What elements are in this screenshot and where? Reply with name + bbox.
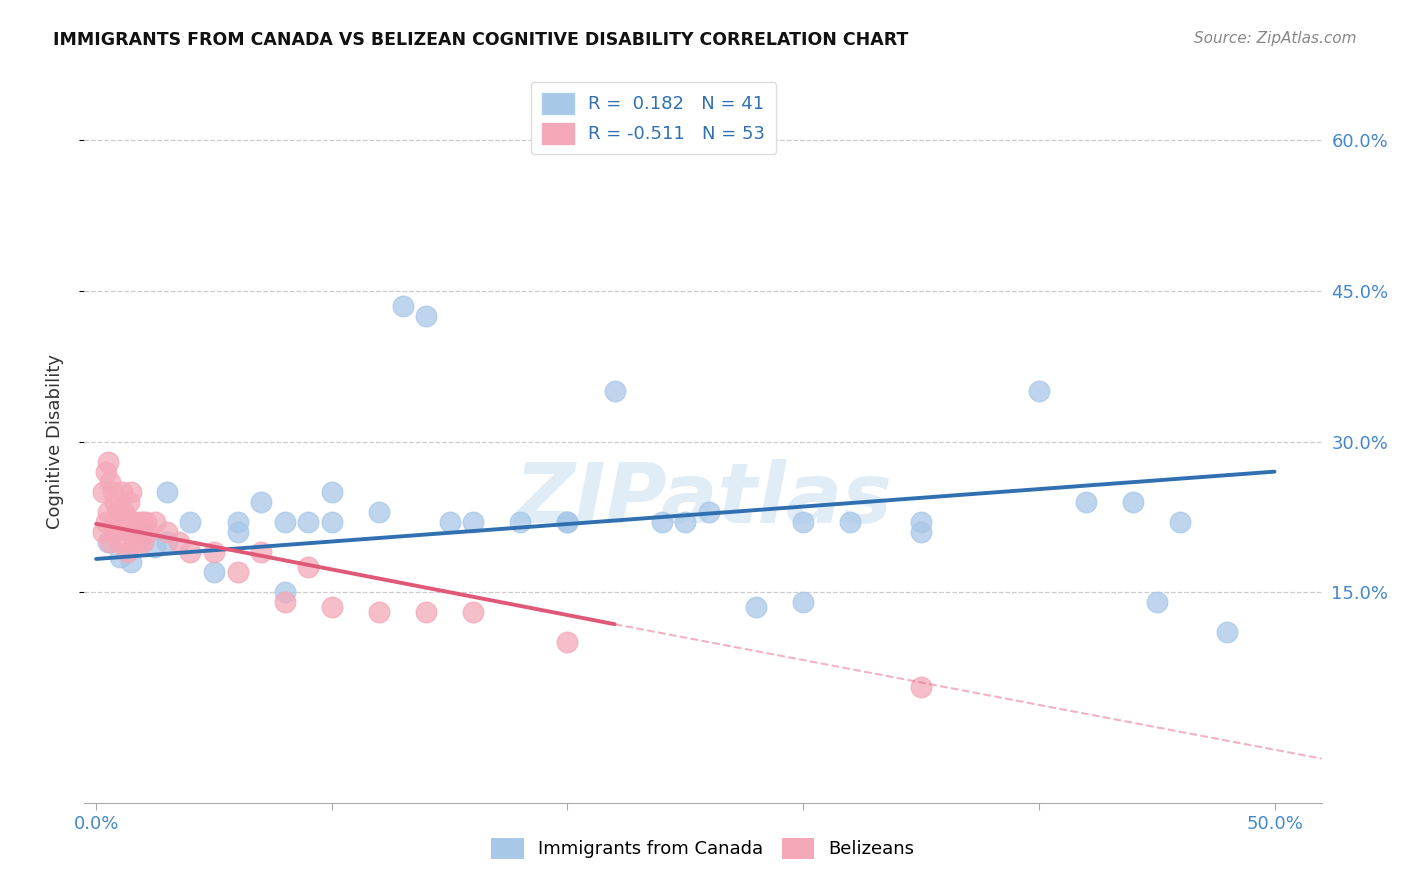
Point bbox=[118, 494, 141, 508]
Point bbox=[101, 515, 124, 529]
Legend: Immigrants from Canada, Belizeans: Immigrants from Canada, Belizeans bbox=[484, 830, 922, 866]
Point bbox=[121, 555, 143, 569]
Point bbox=[202, 565, 225, 579]
Point bbox=[97, 505, 120, 519]
Point bbox=[463, 605, 485, 619]
Point bbox=[673, 515, 696, 529]
Point bbox=[112, 515, 135, 529]
Point bbox=[98, 534, 121, 549]
Point bbox=[297, 560, 319, 574]
Point bbox=[94, 515, 117, 529]
Point bbox=[415, 309, 437, 323]
Point bbox=[104, 524, 127, 539]
Point bbox=[202, 545, 225, 559]
Point bbox=[745, 600, 768, 615]
Point bbox=[250, 545, 273, 559]
Point bbox=[156, 484, 179, 499]
Point bbox=[1122, 494, 1144, 508]
Point bbox=[391, 299, 413, 313]
Point bbox=[129, 515, 152, 529]
Point bbox=[179, 515, 201, 529]
Point bbox=[121, 515, 143, 529]
Point bbox=[226, 515, 249, 529]
Point bbox=[557, 515, 579, 529]
Point bbox=[136, 524, 159, 539]
Point bbox=[122, 515, 145, 529]
Point bbox=[273, 595, 295, 609]
Point bbox=[105, 505, 128, 519]
Point bbox=[226, 565, 249, 579]
Point bbox=[97, 454, 120, 469]
Point bbox=[415, 605, 437, 619]
Point bbox=[118, 524, 141, 539]
Point bbox=[98, 475, 121, 489]
Point bbox=[910, 524, 932, 539]
Point bbox=[111, 505, 134, 519]
Point bbox=[1168, 515, 1191, 529]
Point bbox=[115, 515, 138, 529]
Point bbox=[104, 494, 127, 508]
Point bbox=[97, 534, 120, 549]
Point bbox=[128, 534, 150, 549]
Point bbox=[115, 545, 138, 559]
Point bbox=[1028, 384, 1050, 399]
Point bbox=[167, 534, 190, 549]
Text: ZIPatlas: ZIPatlas bbox=[515, 458, 891, 540]
Point bbox=[101, 484, 124, 499]
Point bbox=[179, 545, 201, 559]
Point bbox=[250, 494, 273, 508]
Point bbox=[91, 484, 114, 499]
Point bbox=[105, 515, 128, 529]
Text: IMMIGRANTS FROM CANADA VS BELIZEAN COGNITIVE DISABILITY CORRELATION CHART: IMMIGRANTS FROM CANADA VS BELIZEAN COGNI… bbox=[53, 31, 908, 49]
Point bbox=[910, 681, 932, 695]
Point bbox=[321, 600, 343, 615]
Point bbox=[94, 465, 117, 479]
Point bbox=[125, 524, 148, 539]
Point bbox=[108, 549, 131, 564]
Point bbox=[226, 524, 249, 539]
Point bbox=[128, 524, 150, 539]
Point bbox=[273, 515, 295, 529]
Point bbox=[156, 524, 179, 539]
Point bbox=[368, 505, 391, 519]
Point bbox=[321, 515, 343, 529]
Point bbox=[122, 534, 145, 549]
Point bbox=[1074, 494, 1097, 508]
Point bbox=[112, 505, 135, 519]
Point bbox=[697, 505, 720, 519]
Point bbox=[156, 534, 179, 549]
Point bbox=[273, 585, 295, 599]
Point bbox=[132, 534, 155, 549]
Point bbox=[839, 515, 862, 529]
Point bbox=[1146, 595, 1168, 609]
Point bbox=[439, 515, 461, 529]
Point bbox=[129, 524, 152, 539]
Point bbox=[368, 605, 391, 619]
Point bbox=[557, 515, 579, 529]
Point bbox=[121, 484, 143, 499]
Point bbox=[651, 515, 673, 529]
Point bbox=[108, 515, 131, 529]
Point bbox=[297, 515, 319, 529]
Point bbox=[463, 515, 485, 529]
Point bbox=[108, 534, 131, 549]
Point bbox=[125, 515, 148, 529]
Point bbox=[143, 540, 166, 554]
Point bbox=[792, 595, 814, 609]
Point bbox=[111, 484, 134, 499]
Point bbox=[557, 635, 579, 649]
Point bbox=[135, 515, 157, 529]
Point bbox=[132, 515, 155, 529]
Point bbox=[321, 484, 343, 499]
Point bbox=[603, 384, 626, 399]
Point bbox=[792, 515, 814, 529]
Point bbox=[143, 515, 166, 529]
Y-axis label: Cognitive Disability: Cognitive Disability bbox=[45, 354, 63, 529]
Text: Source: ZipAtlas.com: Source: ZipAtlas.com bbox=[1194, 31, 1357, 46]
Point bbox=[132, 524, 155, 539]
Point bbox=[910, 515, 932, 529]
Point bbox=[509, 515, 531, 529]
Point bbox=[91, 524, 114, 539]
Point bbox=[1216, 625, 1239, 640]
